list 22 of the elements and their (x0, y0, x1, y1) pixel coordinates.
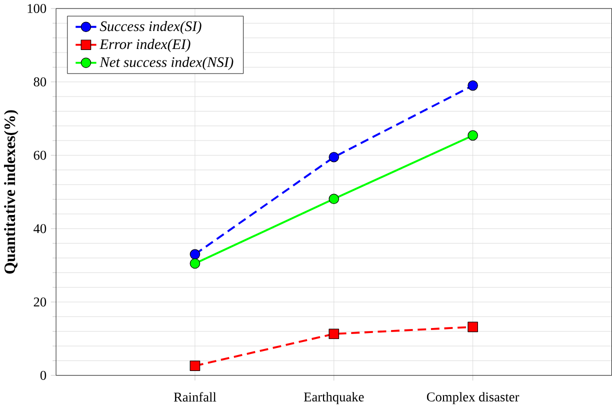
y-tick-label: 40 (34, 224, 46, 234)
y-tick-label: 80 (34, 77, 46, 86)
x-tick-label: Complex disaster (426, 392, 520, 404)
y-tick-label: 20 (34, 297, 46, 306)
y-tick-label: 60 (34, 150, 46, 160)
y-axis-title: Quantitative indexes(%) (4, 110, 18, 274)
x-tick-label: Earthquake (304, 392, 364, 404)
x-tick-label: Rainfall (174, 392, 216, 402)
point (468, 80, 478, 91)
point (190, 258, 200, 269)
point (328, 328, 340, 339)
legend-label: Error index(EI) (100, 38, 190, 52)
y-tick-label: 0 (40, 370, 46, 380)
point (190, 360, 200, 371)
point (328, 152, 340, 162)
point (190, 249, 200, 260)
point (468, 130, 478, 141)
legend-label: Net success index(NSI) (100, 56, 234, 70)
point (468, 322, 478, 332)
point (328, 194, 340, 204)
legend-label: Success index(SI) (100, 20, 202, 34)
y-tick-label: 100 (28, 4, 46, 13)
